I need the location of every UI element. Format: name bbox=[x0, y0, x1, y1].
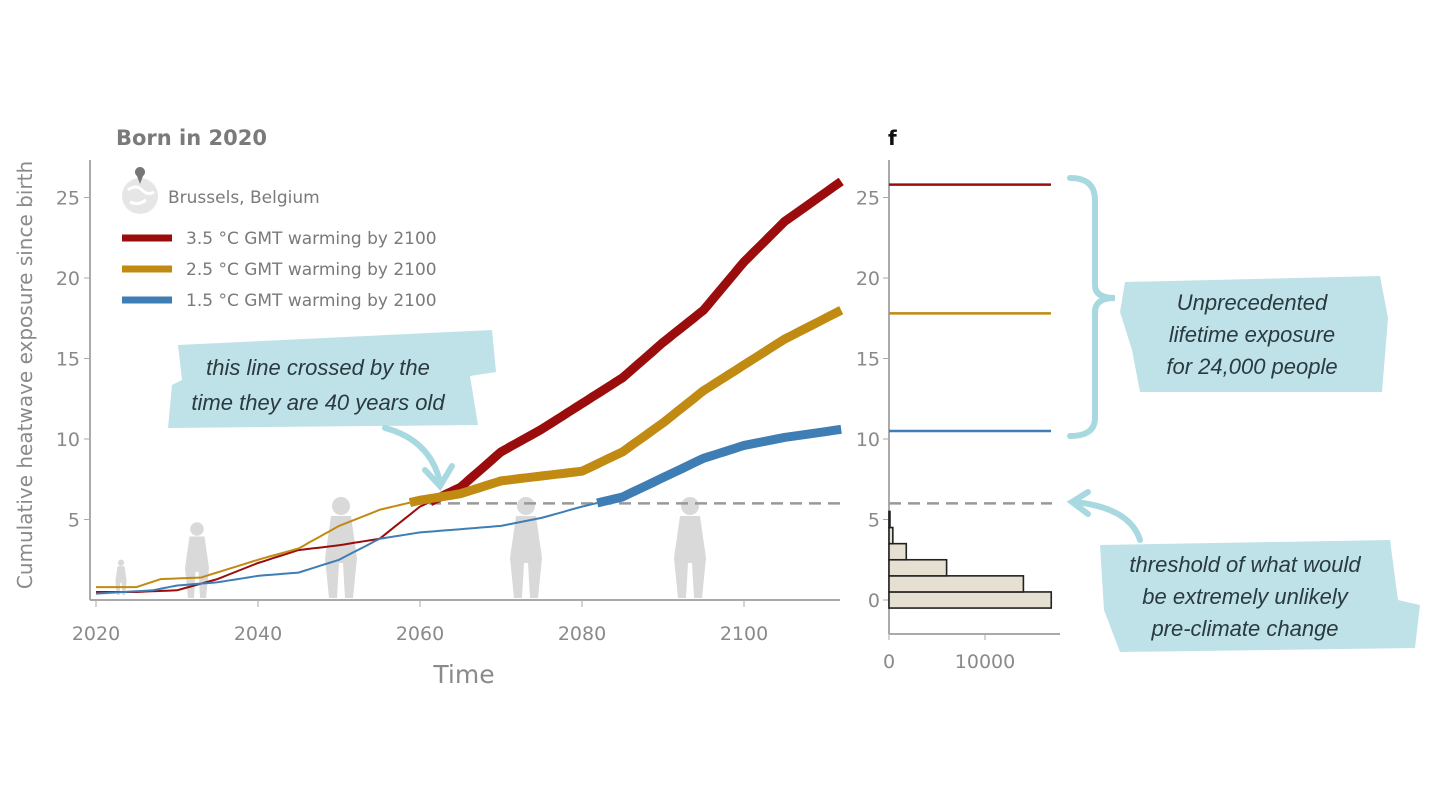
x-tick-label: 2020 bbox=[72, 623, 120, 645]
legend-label: 1.5 °C GMT warming by 2100 bbox=[186, 291, 437, 311]
legend-label: 2.5 °C GMT warming by 2100 bbox=[186, 260, 437, 280]
series-line-thin bbox=[96, 500, 431, 593]
legend-label: 3.5 °C GMT warming by 2100 bbox=[186, 229, 437, 249]
hist-bar bbox=[888, 558, 948, 577]
hist-y-tick-label: 5 bbox=[868, 510, 880, 532]
head bbox=[117, 559, 125, 566]
body bbox=[185, 536, 209, 598]
head bbox=[332, 497, 350, 515]
x-tick-label: 2060 bbox=[396, 623, 444, 645]
y-tick-label: 15 bbox=[56, 349, 80, 371]
body bbox=[510, 516, 542, 598]
x-tick-label: 2040 bbox=[234, 623, 282, 645]
hist-y-tick-label: 0 bbox=[868, 590, 880, 612]
head bbox=[681, 497, 699, 515]
unprecedented-line-2: lifetime exposure bbox=[1169, 322, 1335, 347]
annotation-arrows bbox=[382, 175, 1143, 543]
series-line-thin bbox=[96, 501, 411, 589]
crossed-note-line-2: time they are 40 years old bbox=[191, 390, 445, 415]
body bbox=[115, 566, 127, 595]
crossed-note-line-1: this line crossed by the bbox=[206, 355, 430, 380]
threshold-line-3: pre-climate change bbox=[1150, 616, 1338, 641]
y-tick-label: 10 bbox=[56, 429, 80, 451]
series-line-exceedance bbox=[408, 306, 844, 507]
series-line-exceedance bbox=[596, 424, 842, 508]
hist-bar bbox=[888, 575, 1025, 593]
body bbox=[674, 516, 706, 598]
unprecedented-annotation: Unprecedented lifetime exposure for 24,0… bbox=[1166, 290, 1337, 379]
hist-y-tick-label: 15 bbox=[856, 349, 880, 371]
hist-y-tick-label: 20 bbox=[856, 268, 880, 290]
hist-bar bbox=[888, 542, 908, 561]
location-label: Brussels, Belgium bbox=[168, 188, 320, 208]
unprecedented-line-1: Unprecedented bbox=[1177, 290, 1328, 315]
hist-bar bbox=[888, 510, 891, 529]
annotation-backgrounds bbox=[168, 276, 1420, 652]
threshold-line-2: be extremely unlikely bbox=[1142, 584, 1349, 609]
panel-label: f bbox=[888, 126, 897, 150]
head bbox=[190, 522, 204, 536]
head bbox=[517, 497, 535, 515]
hist-x-tick-label: 10000 bbox=[955, 651, 1015, 673]
threshold-line-1: threshold of what would bbox=[1129, 552, 1361, 577]
main-chart: 2020 2040 2060 2080 2100 5 10 15 20 25 3.5 °C GMT … bbox=[56, 160, 844, 645]
unprecedented-line-3: for 24,000 people bbox=[1166, 354, 1337, 379]
hist-y-tick-label: 10 bbox=[856, 429, 880, 451]
y-axis-label: Cumulative heatwave exposure since birth bbox=[13, 161, 37, 589]
histogram-panel: 0 5 10 15 20 25 0 10000 bbox=[856, 160, 1060, 673]
y-tick-label: 5 bbox=[68, 510, 80, 532]
series-line-thin bbox=[95, 502, 598, 595]
x-axis-label: Time bbox=[432, 660, 494, 689]
x-tick-label: 2080 bbox=[558, 623, 606, 645]
threshold-annotation: threshold of what would be extremely unl… bbox=[1129, 552, 1361, 641]
chart-title: Born in 2020 bbox=[116, 126, 267, 150]
person-silhouette-icon bbox=[674, 497, 706, 598]
hist-y-tick-label: 25 bbox=[856, 188, 880, 210]
y-tick-label: 25 bbox=[56, 188, 80, 210]
body bbox=[325, 516, 357, 598]
y-tick-label: 20 bbox=[56, 268, 80, 290]
hist-bar bbox=[888, 526, 894, 545]
hist-bar bbox=[888, 591, 1053, 609]
crossed-annotation: this line crossed by the time they are 4… bbox=[191, 355, 445, 415]
person-silhouette-icon bbox=[510, 497, 542, 598]
series-line-exceedance bbox=[428, 177, 844, 506]
hist-x-tick-label: 0 bbox=[883, 651, 895, 673]
person-silhouette-icon bbox=[325, 497, 357, 598]
person-silhouette-icon bbox=[115, 559, 127, 595]
globe-icon bbox=[122, 167, 158, 214]
x-tick-label: 2100 bbox=[720, 623, 768, 645]
